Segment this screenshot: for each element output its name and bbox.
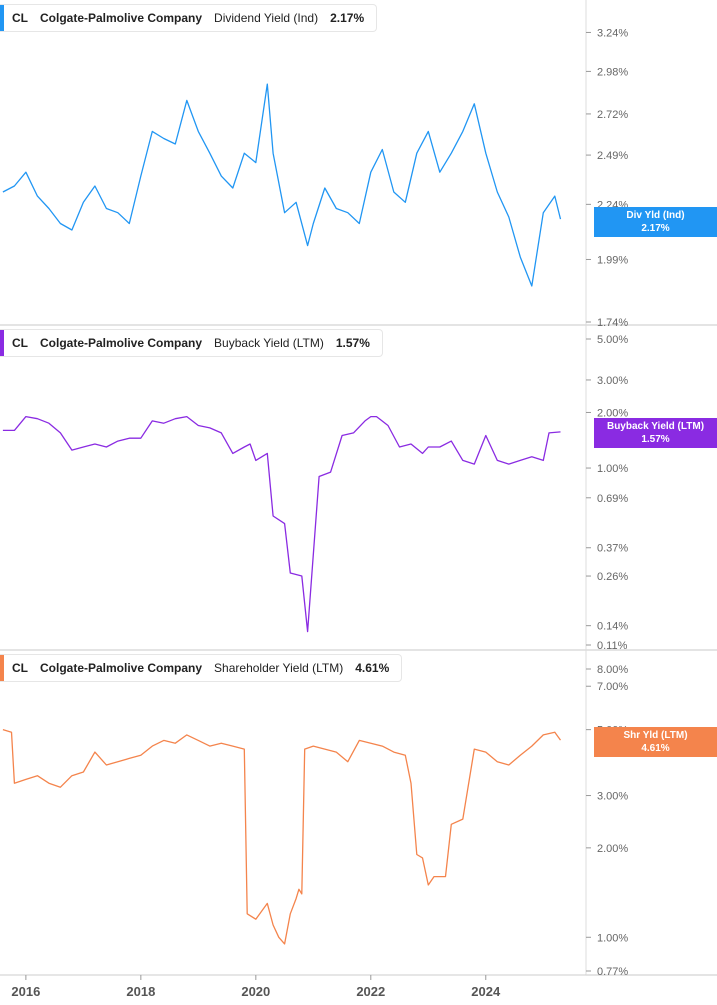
legend-value: 4.61% [355, 661, 390, 675]
y-tick-label: 7.00% [597, 681, 628, 693]
legend-metric: Buyback Yield (LTM) [214, 336, 324, 350]
series-line-shareholder [2, 728, 562, 945]
y-tick-label: 1.00% [597, 932, 628, 944]
y-tick-label: 2.49% [597, 150, 628, 162]
legend-buyback: CL Colgate-Palmolive Company Buyback Yie… [0, 329, 383, 357]
badge-value: 1.57% [641, 434, 670, 445]
y-tick-label: 2.00% [597, 843, 628, 855]
y-tick-label: 1.00% [597, 463, 628, 475]
legend-dividend: CL Colgate-Palmolive Company Dividend Yi… [0, 4, 378, 32]
y-tick-label: 1.74% [597, 317, 628, 329]
y-tick-label: 0.11% [597, 640, 628, 652]
badge-value: 4.61% [641, 743, 670, 754]
series-line-buyback [2, 415, 561, 633]
y-tick-label: 3.24% [597, 27, 628, 39]
legend-ticker: CL [12, 661, 28, 675]
badge-label: Buyback Yield (LTM) [606, 421, 705, 432]
y-tick-label: 1.99% [597, 254, 628, 266]
x-tick-label: 2024 [471, 984, 501, 999]
legend-color-bar [0, 655, 4, 681]
legend-value: 1.57% [335, 336, 370, 350]
legend-metric: Shareholder Yield (LTM) [214, 661, 344, 675]
y-tick-label: 2.98% [597, 66, 628, 78]
y-tick-label: 0.69% [597, 493, 628, 505]
legend-color-bar [0, 330, 4, 356]
y-tick-label: 8.00% [597, 664, 628, 676]
y-tick-label: 2.72% [597, 109, 628, 121]
legend-company: Colgate-Palmolive Company [40, 661, 203, 675]
legend-value: 2.17% [330, 11, 365, 25]
badge-label: Div Yld (Ind) [626, 210, 685, 221]
x-tick-label: 2020 [241, 984, 270, 999]
legend-company: Colgate-Palmolive Company [40, 11, 203, 25]
badge-buyback: Buyback Yield (LTM) 1.57% [594, 418, 717, 448]
badge-shareholder: Shr Yld (LTM) 4.61% [594, 727, 717, 757]
badge-value: 2.17% [641, 223, 670, 234]
legend-metric: Dividend Yield (Ind) [214, 11, 319, 25]
legend-color-bar [0, 5, 4, 31]
legend-ticker: CL [12, 336, 28, 350]
x-tick-label: 2016 [11, 984, 40, 999]
y-tick-label: 0.14% [597, 621, 628, 633]
y-tick-label: 3.00% [597, 791, 628, 803]
x-tick-label: 2018 [126, 984, 155, 999]
legend-ticker: CL [12, 11, 28, 25]
y-tick-label: 0.37% [597, 543, 628, 555]
badge-label: Shr Yld (LTM) [623, 730, 688, 741]
badge-dividend: Div Yld (Ind) 2.17% [594, 207, 717, 237]
legend-company: Colgate-Palmolive Company [40, 336, 203, 350]
x-tick-label: 2022 [356, 984, 385, 999]
legend-shareholder: CL Colgate-Palmolive Company Shareholder… [0, 654, 403, 682]
y-tick-label: 3.00% [597, 375, 628, 387]
y-tick-label: 0.77% [597, 966, 628, 978]
y-tick-label: 5.00% [597, 334, 628, 346]
series-line-dividend [2, 83, 562, 287]
y-tick-label: 2.00% [597, 407, 628, 419]
y-tick-label: 0.26% [597, 571, 628, 583]
